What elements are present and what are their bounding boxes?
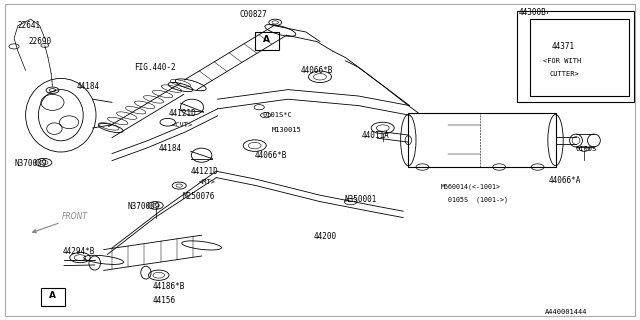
Text: 0105S  (1001->): 0105S (1001->) <box>448 197 508 203</box>
Text: FIG.440-2: FIG.440-2 <box>134 63 176 72</box>
Text: 44300B: 44300B <box>518 8 546 17</box>
Text: 44184: 44184 <box>77 82 100 91</box>
Bar <box>41 288 65 306</box>
Text: 44371: 44371 <box>552 42 575 51</box>
Text: 22641: 22641 <box>18 21 41 30</box>
Text: 44184: 44184 <box>159 144 182 153</box>
Text: <FOR WITH: <FOR WITH <box>543 58 581 64</box>
Text: M130015: M130015 <box>272 127 301 132</box>
Text: M250076: M250076 <box>182 192 215 201</box>
Text: 44186*B: 44186*B <box>152 282 185 291</box>
Text: 44200: 44200 <box>314 232 337 241</box>
Text: CUTTER>: CUTTER> <box>549 71 579 76</box>
Text: 44294*B: 44294*B <box>63 247 95 256</box>
Text: A: A <box>49 292 56 300</box>
Text: N370009: N370009 <box>14 159 47 168</box>
Text: <CVT>: <CVT> <box>172 122 193 128</box>
Text: 44066*A: 44066*A <box>549 176 582 185</box>
Text: 44011A: 44011A <box>362 132 389 140</box>
Text: N370009: N370009 <box>128 202 161 211</box>
Text: A: A <box>263 36 269 44</box>
Text: 44156: 44156 <box>152 296 175 305</box>
Bar <box>255 32 279 50</box>
Text: 0101S*C: 0101S*C <box>262 112 292 118</box>
Text: FRONT: FRONT <box>61 212 88 221</box>
Text: 22690: 22690 <box>29 37 52 46</box>
Text: 44121D: 44121D <box>168 109 196 118</box>
Text: M660014(<-1001>: M660014(<-1001> <box>440 184 500 190</box>
Text: A440001444: A440001444 <box>545 309 588 315</box>
Text: <MT>: <MT> <box>198 180 216 185</box>
Text: C00827: C00827 <box>240 10 268 19</box>
Bar <box>530 19 629 96</box>
Text: 0100S: 0100S <box>576 146 597 152</box>
Text: 44121D: 44121D <box>191 167 218 176</box>
Text: 44066*B: 44066*B <box>255 151 287 160</box>
Bar <box>408 113 556 167</box>
Text: 44066*B: 44066*B <box>301 66 333 75</box>
Text: N350001: N350001 <box>344 195 377 204</box>
Bar <box>517 11 634 102</box>
